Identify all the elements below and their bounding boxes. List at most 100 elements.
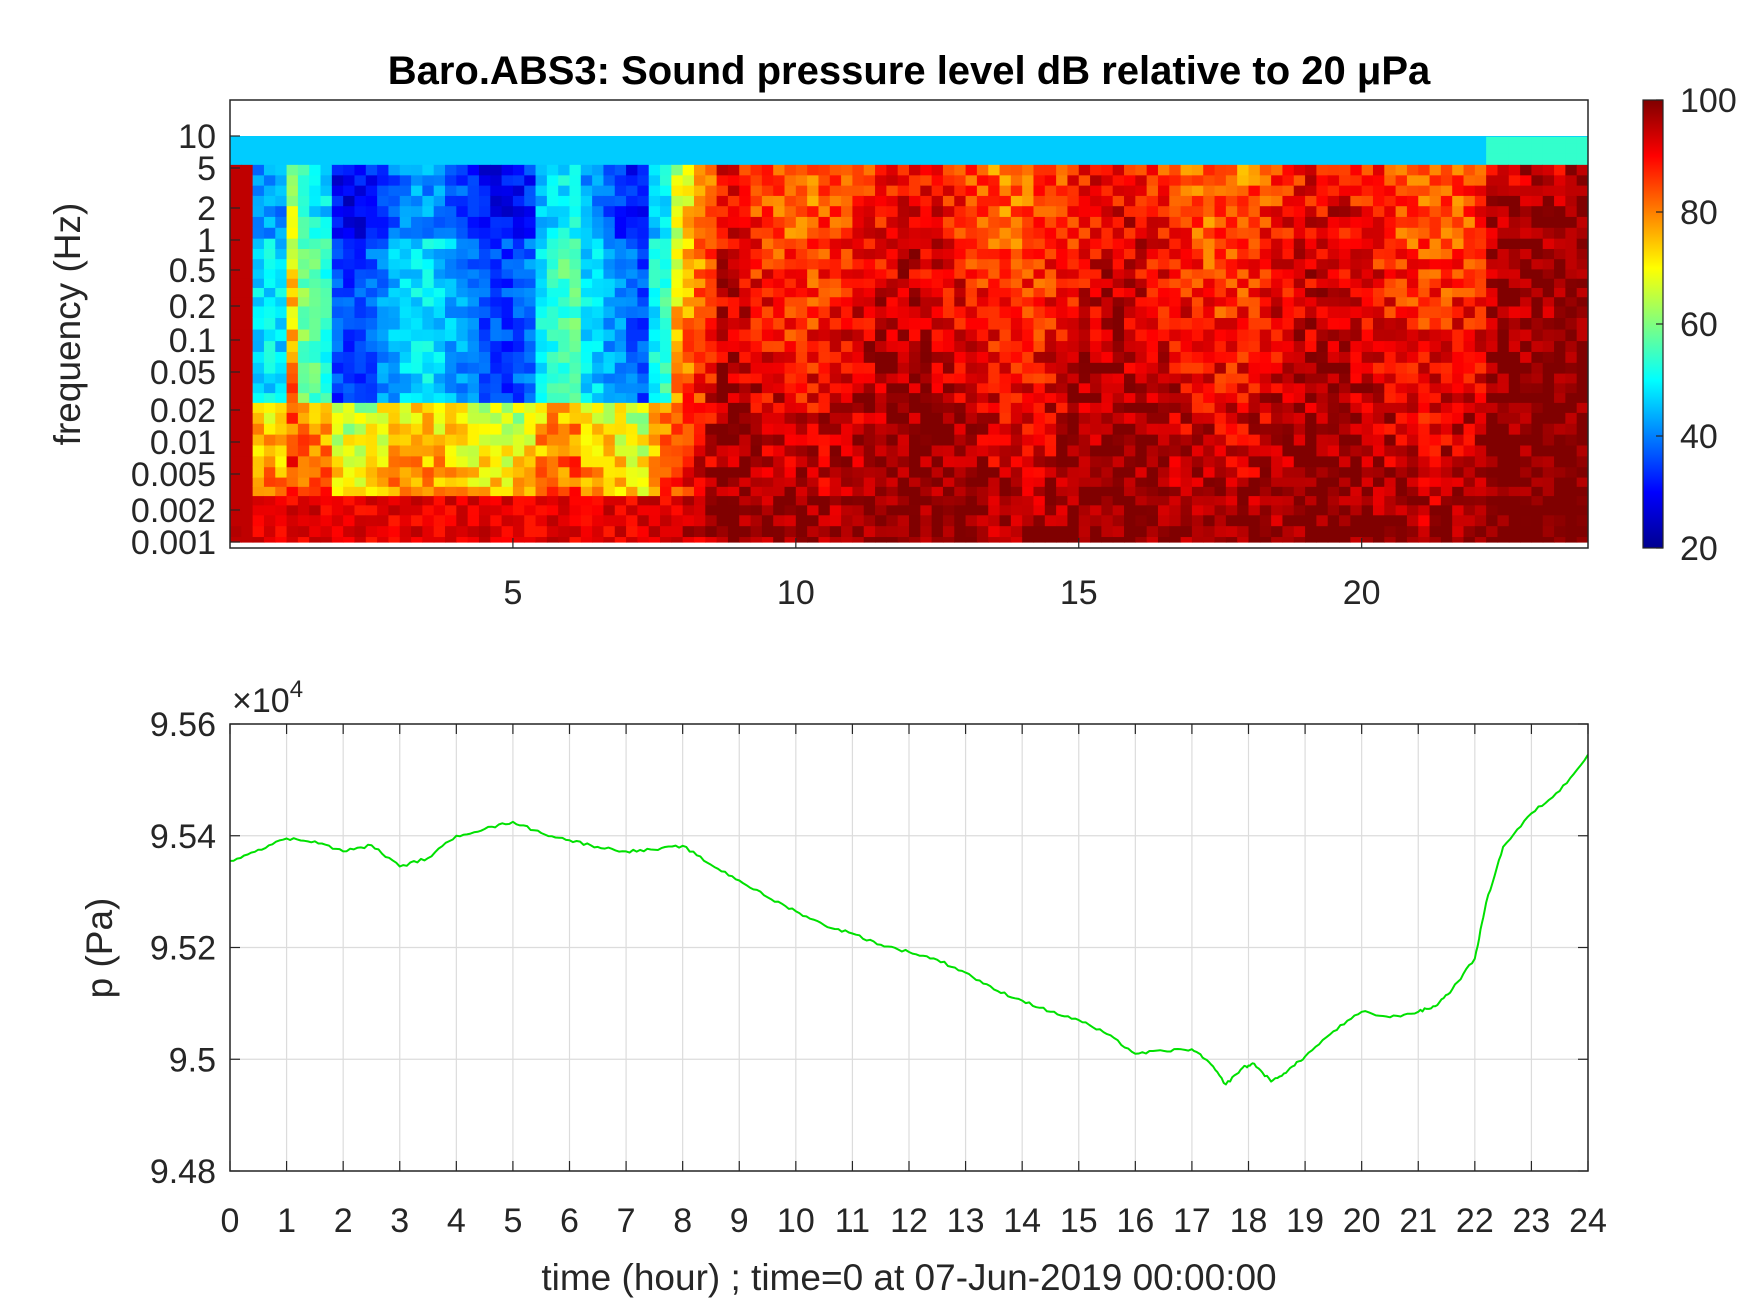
spectrogram-cell: [456, 351, 469, 363]
spectrogram-cell: [773, 455, 786, 468]
spectrogram-cell: [1418, 412, 1431, 424]
spectrogram-cell: [1067, 238, 1080, 249]
spectrogram-cell: [1429, 476, 1442, 487]
spectrogram-cell: [1022, 362, 1035, 374]
spectrogram-cell: [603, 362, 616, 374]
spectrogram-cell: [433, 495, 446, 506]
spectrogram-cell: [320, 227, 333, 239]
spectrogram-cell: [1033, 328, 1046, 342]
spectrogram-cell: [818, 392, 831, 403]
spectrogram-cell: [524, 340, 537, 352]
spectrogram-cell: [275, 423, 288, 435]
spectrogram-cell: [1384, 142, 1397, 154]
spectrogram-cell: [727, 423, 740, 435]
spectrogram-cell: [1237, 340, 1250, 352]
spectrogram-cell: [886, 205, 899, 217]
spectrogram-cell: [807, 444, 820, 457]
spectrogram-cell: [897, 258, 910, 270]
spectrogram-cell: [286, 136, 299, 137]
spectrogram-cell: [1191, 444, 1204, 457]
spectrogram-cell: [558, 195, 571, 207]
spectrogram-cell: [1090, 504, 1102, 516]
spectrogram-cell: [1135, 514, 1148, 527]
spectrogram-cell: [875, 227, 887, 239]
spectrogram-cell: [263, 195, 276, 207]
spectrogram-cell: [1180, 195, 1193, 207]
spectrogram-cell: [399, 238, 412, 249]
spectrogram-cell: [512, 227, 525, 239]
spectrogram-cell: [795, 351, 808, 363]
spectrogram-cell: [682, 153, 695, 165]
spectrogram-cell: [1497, 227, 1510, 239]
spectrogram-cell: [999, 466, 1012, 478]
spectrogram-cell: [252, 268, 265, 279]
spectrogram-cell: [920, 455, 933, 468]
spectrogram-cell: [230, 328, 242, 342]
spectrogram-cell: [1259, 136, 1272, 137]
spectrogram-cell: [1146, 296, 1159, 307]
spectrogram-cell: [965, 268, 978, 279]
spectrogram-cell: [1327, 328, 1340, 342]
spectrogram-cell: [1214, 296, 1227, 307]
spectrogram-cell: [761, 305, 774, 319]
spectrogram-cell: [1067, 258, 1080, 270]
spectrogram-cell: [875, 296, 887, 307]
spectrogram-cell: [275, 514, 288, 527]
spectrogram-cell: [490, 495, 503, 506]
spectrogram-cell: [1474, 185, 1487, 196]
spectrogram-cell: [1463, 486, 1476, 497]
spectrogram-cell: [1418, 382, 1431, 394]
spectrogram-cell: [897, 514, 910, 527]
spectrogram-cell: [1361, 476, 1374, 487]
spectrogram-cell: [1146, 444, 1159, 457]
spectrogram-cell: [558, 216, 571, 228]
spectrogram-cell: [1214, 423, 1227, 435]
spectrogram-cell: [501, 536, 514, 543]
spectrogram-cell: [512, 317, 525, 330]
spectrogram-cell: [252, 392, 265, 403]
spectrogram-cell: [1248, 514, 1261, 527]
spectrogram-cell: [1271, 328, 1284, 342]
spectrogram-cell: [1418, 216, 1431, 228]
spectrogram-cell: [1395, 258, 1408, 270]
spectrogram-cell: [377, 136, 390, 144]
spectrogram-cell: [1508, 486, 1521, 497]
spectrogram-cell: [750, 434, 763, 446]
spectrogram-cell: [1372, 195, 1385, 207]
spectrogram-cell: [580, 486, 593, 497]
spectrogram-cell: [263, 514, 276, 527]
spectrogram-cell: [1022, 305, 1035, 319]
spectrogram-cell: [1225, 268, 1238, 279]
spectrogram-cell: [886, 287, 899, 298]
spectrogram-cell: [411, 136, 423, 144]
spectrogram-cell: [965, 136, 978, 144]
spectrogram-cell: [1078, 504, 1091, 516]
spectrogram-cell: [1033, 227, 1046, 239]
spectrogram-cell: [1350, 258, 1363, 270]
spectrogram-cell: [343, 402, 356, 413]
spectrogram-cell: [727, 258, 740, 270]
spectrogram-cell: [807, 328, 820, 342]
spectrogram-cell: [1259, 412, 1272, 424]
spectrogram-cell: [1361, 216, 1374, 228]
spectrogram-cell: [750, 525, 763, 538]
spectrogram-cell: [682, 434, 695, 446]
spectrogram-cell: [863, 258, 876, 270]
spectrogram-cell: [1429, 205, 1442, 217]
spectrogram-cell: [954, 227, 967, 239]
spectrogram-cell: [1225, 455, 1238, 468]
spectrogram-cell: [1463, 340, 1476, 352]
spectrogram-cell: [1395, 296, 1408, 307]
spectrogram-cell: [739, 227, 752, 239]
spectrogram-cell: [241, 525, 254, 538]
spectrogram-cell: [727, 238, 740, 249]
spectrogram-cell: [230, 278, 242, 288]
spectrogram-cell: [807, 392, 820, 403]
spectrogram-cell: [1508, 340, 1521, 352]
spectrogram-cell: [1452, 287, 1465, 298]
spectrogram-cell: [1101, 340, 1114, 352]
spectrogram-cell: [603, 476, 616, 487]
spectrogram-cell: [931, 372, 944, 384]
spectrogram-cell: [1180, 248, 1193, 260]
spectrogram-cell: [807, 434, 820, 446]
